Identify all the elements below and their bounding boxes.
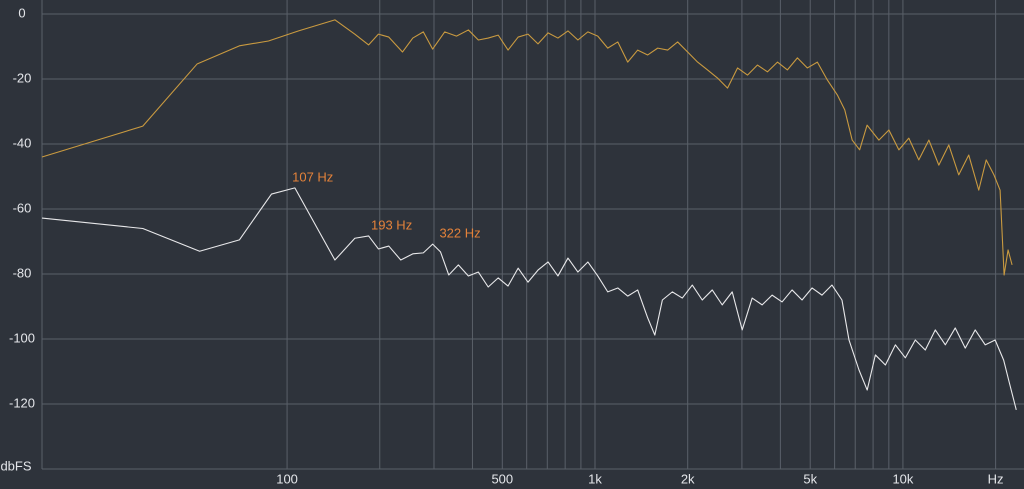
y-tick-label: -20 [13,70,32,85]
x-tick-label: 500 [491,471,513,486]
series: 107 Hz 193 Hz 322 Hz [41,19,1017,410]
peak-annotation: 107 Hz [292,169,333,184]
x-tick-label: 1k [588,471,602,486]
y-tick-label: -60 [13,200,32,215]
spectrum-line [41,19,1013,276]
x-tick-label: 2k [681,471,695,486]
grid: 0 -20 -40 -60 -80 -100 -120 100 500 1k 2k 5k 10k Hz [9,0,1024,486]
peak-annotation: 193 Hz [371,217,412,232]
y-tick-label: -80 [13,265,32,280]
x-tick-label: 5k [803,471,817,486]
x-tick-label: 100 [276,471,298,486]
y-tick-label: -120 [9,395,35,410]
peak-annotation: 322 Hz [439,226,480,241]
x-tick-label: Hz [988,471,1004,486]
spectrum-line [41,187,1017,410]
y-tick-label: -100 [9,330,35,345]
y-tick-label: -40 [13,135,32,150]
x-tick-label: 10k [892,471,913,486]
y-tick-label: 0 [18,5,25,20]
y-axis-label: dbFS [0,458,31,473]
